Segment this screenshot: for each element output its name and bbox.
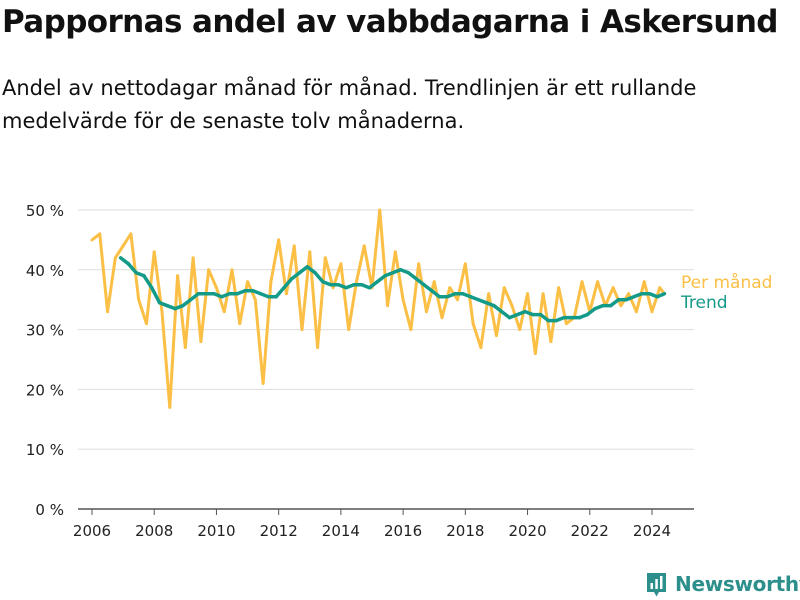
x-tick-label: 2020 xyxy=(508,522,546,540)
monthly-segment xyxy=(176,274,187,350)
monthly-segment xyxy=(98,232,110,314)
monthly-segment xyxy=(362,244,374,290)
monthly-segment xyxy=(121,232,133,248)
monthly-segment xyxy=(230,268,242,326)
monthly-segment xyxy=(160,310,172,409)
legend-label-monthly: Per månad xyxy=(681,272,772,293)
monthly-segment xyxy=(207,268,218,290)
newsworthy-brand[interactable]: Newsworthy xyxy=(645,570,800,598)
monthly-segment xyxy=(354,244,366,284)
chart-subtitle: Andel av nettodagar månad för månad. Tre… xyxy=(2,76,697,133)
monthly-segment xyxy=(549,286,561,344)
monthly-segment xyxy=(253,298,265,385)
monthly-segment xyxy=(378,208,390,308)
monthly-segment xyxy=(588,280,600,314)
monthly-segment xyxy=(214,286,226,314)
monthly-segment xyxy=(650,286,662,314)
monthly-segment xyxy=(424,280,436,314)
monthly-segment xyxy=(432,280,444,320)
monthly-segment xyxy=(533,292,545,356)
chart-title: Pappornas andel av vabbdagarna i Askersu… xyxy=(2,4,778,40)
monthly-segment xyxy=(596,280,607,308)
monthly-segment xyxy=(347,280,358,332)
monthly-segment xyxy=(463,262,475,326)
monthly-segment xyxy=(386,250,397,308)
trend-segment xyxy=(655,291,667,299)
x-tick-label: 2022 xyxy=(571,522,609,540)
x-tick-label: 2006 xyxy=(73,522,111,540)
monthly-segment xyxy=(300,250,312,332)
monthly-segment xyxy=(580,280,592,314)
monthly-segment xyxy=(526,292,537,356)
monthly-segment xyxy=(471,322,483,350)
trend-segment xyxy=(149,285,162,305)
monthly-segment xyxy=(603,286,615,308)
x-tick-label: 2010 xyxy=(197,522,235,540)
x-tick-label: 2024 xyxy=(633,522,671,540)
monthly-segment xyxy=(642,280,654,314)
monthly-segment xyxy=(308,250,320,350)
trend-segment xyxy=(282,277,294,290)
legend-label-trend: Trend xyxy=(680,293,728,313)
trend-segment xyxy=(313,271,325,284)
trend-segment xyxy=(274,285,286,299)
monthly-segment xyxy=(393,250,405,302)
newsworthy-logo-icon xyxy=(647,572,666,596)
monthly-segment xyxy=(129,232,141,302)
monthly-segment xyxy=(339,262,351,332)
monthly-segment xyxy=(269,238,281,284)
monthly-segment xyxy=(191,256,203,344)
y-tick-label: 40 % xyxy=(26,262,64,280)
monthly-segment xyxy=(440,286,452,320)
monthly-segment xyxy=(316,256,327,350)
monthly-segment xyxy=(634,280,646,314)
monthly-segment xyxy=(510,304,522,332)
y-tick-label: 30 % xyxy=(26,322,64,340)
monthly-segment xyxy=(502,286,514,308)
x-tick-label: 2014 xyxy=(322,522,360,540)
y-tick-label: 0 % xyxy=(35,501,64,519)
monthly-segment xyxy=(323,256,335,290)
monthly-segment xyxy=(292,244,304,332)
trend-segment xyxy=(142,274,154,290)
brand-name: Newsworthy xyxy=(675,572,800,596)
y-tick-label: 50 % xyxy=(26,202,64,220)
monthly-segment xyxy=(113,244,125,260)
trend-series xyxy=(118,256,667,323)
monthly-segment xyxy=(261,280,273,385)
monthly-segment xyxy=(417,262,428,314)
monthly-segment xyxy=(238,280,250,326)
monthly-segment xyxy=(572,280,584,320)
trend-segment xyxy=(126,262,138,275)
y-tick-label: 20 % xyxy=(26,381,64,399)
monthly-segment xyxy=(401,298,413,332)
monthly-segment xyxy=(168,274,180,409)
x-tick-label: 2008 xyxy=(135,522,173,540)
monthly-segment xyxy=(106,256,117,314)
monthly-segment xyxy=(409,262,421,332)
monthly-segment xyxy=(370,208,382,290)
monthly-segment xyxy=(611,286,623,308)
monthly-segment xyxy=(199,268,211,344)
monthly-segment xyxy=(487,292,498,338)
monthly-segment xyxy=(137,298,148,326)
x-tick-label: 2012 xyxy=(260,522,298,540)
x-tick-label: 2018 xyxy=(446,522,484,540)
monthly-segment xyxy=(222,268,234,314)
x-tick-label: 2016 xyxy=(384,522,422,540)
y-tick-label: 10 % xyxy=(26,441,64,459)
